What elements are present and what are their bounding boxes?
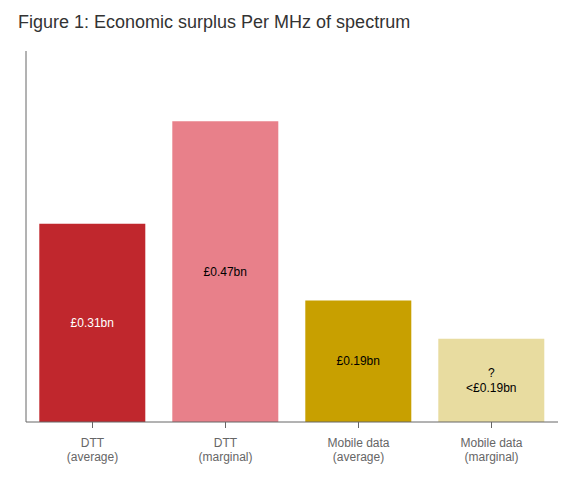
html-text:Figure 1: Economic surplus Per: Figure 1: Economic surplus Per MHz of sp…: [18, 12, 411, 32]
svg-text:£0.31bn: £0.31bn: [71, 316, 114, 330]
svg-text:£0.47bn: £0.47bn: [204, 265, 247, 279]
svg-text:£0.19bn: £0.19bn: [337, 354, 380, 368]
svg-text:Mobile data(marginal): Mobile data(marginal): [460, 436, 522, 464]
svg-text:DTT(average): DTT(average): [67, 436, 118, 464]
svg-text:Mobile data(average): Mobile data(average): [327, 436, 389, 464]
svg-text:DTT(marginal): DTT(marginal): [198, 436, 252, 464]
svg-text:?<£0.19bn: ?<£0.19bn: [466, 366, 516, 395]
